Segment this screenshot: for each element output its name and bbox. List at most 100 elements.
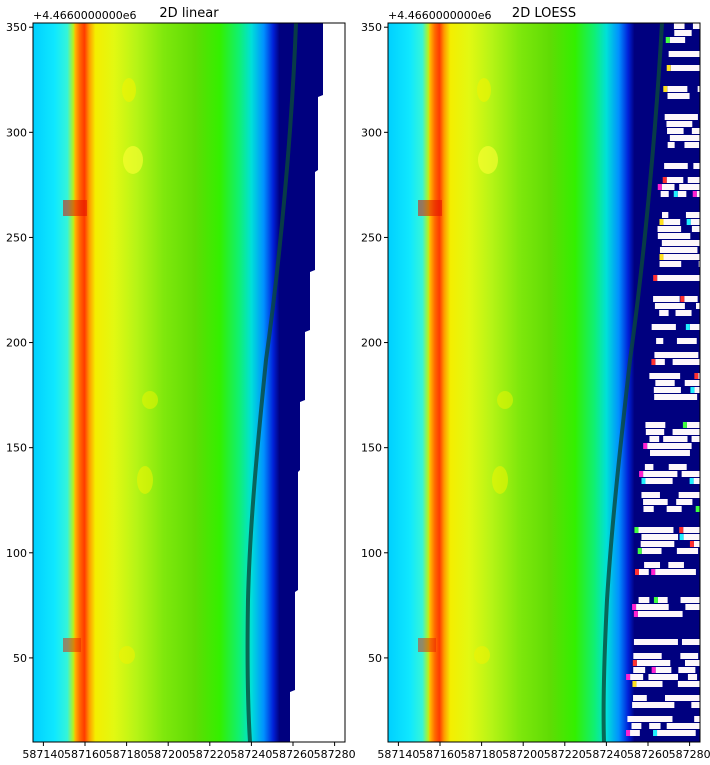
panel-title: 2D LOESS — [512, 6, 576, 21]
gap-stripe — [694, 387, 700, 393]
speckle — [659, 219, 664, 225]
gap-stripe — [655, 359, 665, 365]
gap-stripe — [630, 674, 644, 680]
gap-stripe — [697, 86, 700, 92]
gap-stripe — [680, 597, 700, 603]
gap-stripe — [690, 219, 700, 225]
gap-stripe — [684, 660, 700, 666]
gap-stripe — [681, 471, 700, 477]
gap-stripe — [678, 667, 696, 673]
gap-stripe — [636, 681, 663, 687]
gap-stripe — [643, 471, 678, 477]
gap-stripe — [684, 380, 700, 386]
gap-stripe — [650, 450, 690, 456]
y-tick-label: 350 — [361, 21, 382, 34]
speckle — [632, 660, 637, 666]
speckle — [685, 324, 690, 330]
y-axis: 50 100 150 200 250 300 350 — [6, 21, 33, 665]
speckle — [659, 254, 664, 260]
speckle — [666, 65, 671, 71]
gap-stripe — [666, 506, 682, 512]
y-tick-label: 50 — [368, 652, 382, 665]
x-tick-label: 587260 — [272, 748, 314, 761]
speckle — [679, 534, 684, 540]
terrain-field — [33, 23, 345, 742]
gap-stripe — [691, 436, 700, 442]
gap-stripe — [684, 142, 700, 148]
no-data-region — [290, 23, 345, 742]
speckle — [651, 569, 656, 575]
x-tick-label: 587180 — [106, 748, 148, 761]
speckle — [634, 569, 639, 575]
gap-stripe — [687, 177, 700, 183]
gap-stripe — [678, 492, 700, 498]
x-tick-label: 587140 — [377, 748, 419, 761]
gap-stripe — [659, 247, 698, 253]
gap-stripe — [633, 667, 646, 673]
gap-stripe — [691, 226, 700, 232]
speckle — [689, 541, 694, 547]
heatmap-image — [33, 23, 345, 742]
gap-stripe — [664, 114, 698, 120]
speckle — [682, 422, 687, 428]
speckle — [673, 191, 678, 197]
gap-stripe — [660, 191, 669, 197]
gap-stripe — [694, 716, 700, 722]
gap-stripe — [692, 23, 700, 29]
gap-stripe — [669, 37, 686, 43]
speckle — [686, 219, 691, 225]
gap-stripe — [663, 254, 700, 260]
gap-stripe — [627, 716, 673, 722]
heatmap-image — [388, 23, 700, 742]
axes-frame — [387, 22, 701, 743]
gap-stripe — [645, 429, 665, 435]
gap-stripe — [654, 352, 699, 358]
x-tick-label: 587140 — [22, 748, 64, 761]
gap-stripe — [657, 233, 691, 239]
gap-stripe — [637, 611, 683, 617]
gap-stripe — [653, 296, 680, 302]
gap-stripe — [655, 667, 672, 673]
y-tick-label: 200 — [6, 337, 27, 350]
gap-stripe — [648, 674, 679, 680]
gap-stripe — [640, 541, 675, 547]
x-tick-label: 587240 — [230, 748, 272, 761]
gap-stripe — [673, 23, 685, 29]
gap-stripe — [666, 177, 684, 183]
gap-stripe — [667, 93, 690, 99]
speckle — [653, 275, 658, 281]
x-tick-label: 587220 — [544, 748, 586, 761]
speckle — [662, 177, 667, 183]
gap-stripe — [643, 499, 668, 505]
gap-stripe — [680, 653, 699, 659]
dune-blob — [123, 146, 143, 174]
gap-stripe — [657, 226, 682, 232]
y-tick-label: 50 — [13, 652, 27, 665]
y-offset-label: +4.4660000000e6 — [388, 9, 491, 22]
gap-stripe — [654, 394, 698, 400]
speckle — [637, 548, 642, 554]
gap-stripe — [675, 310, 692, 316]
gap-stripe — [659, 261, 682, 267]
gap-stripe — [644, 562, 661, 568]
dune-blob — [497, 391, 513, 409]
gap-stripe — [633, 639, 678, 645]
gap-stripe — [630, 730, 640, 736]
high-spot — [63, 638, 81, 652]
speckle — [663, 86, 668, 92]
x-tick-label: 587260 — [627, 748, 669, 761]
gap-stripe — [698, 261, 700, 267]
gap-stripe — [669, 135, 700, 141]
gap-stripe — [667, 142, 675, 148]
dune-blob — [137, 466, 153, 494]
gap-stripe — [693, 478, 700, 484]
x-tick-label: 587160 — [419, 748, 461, 761]
y-axis: 50 100 150 200 250 300 350 — [361, 21, 388, 665]
gap-stripe — [649, 436, 660, 442]
dune-blob — [478, 146, 498, 174]
gap-stripe — [684, 296, 698, 302]
gap-stripe — [668, 562, 684, 568]
gap-stripe — [666, 723, 700, 729]
dune-blob — [477, 78, 491, 102]
